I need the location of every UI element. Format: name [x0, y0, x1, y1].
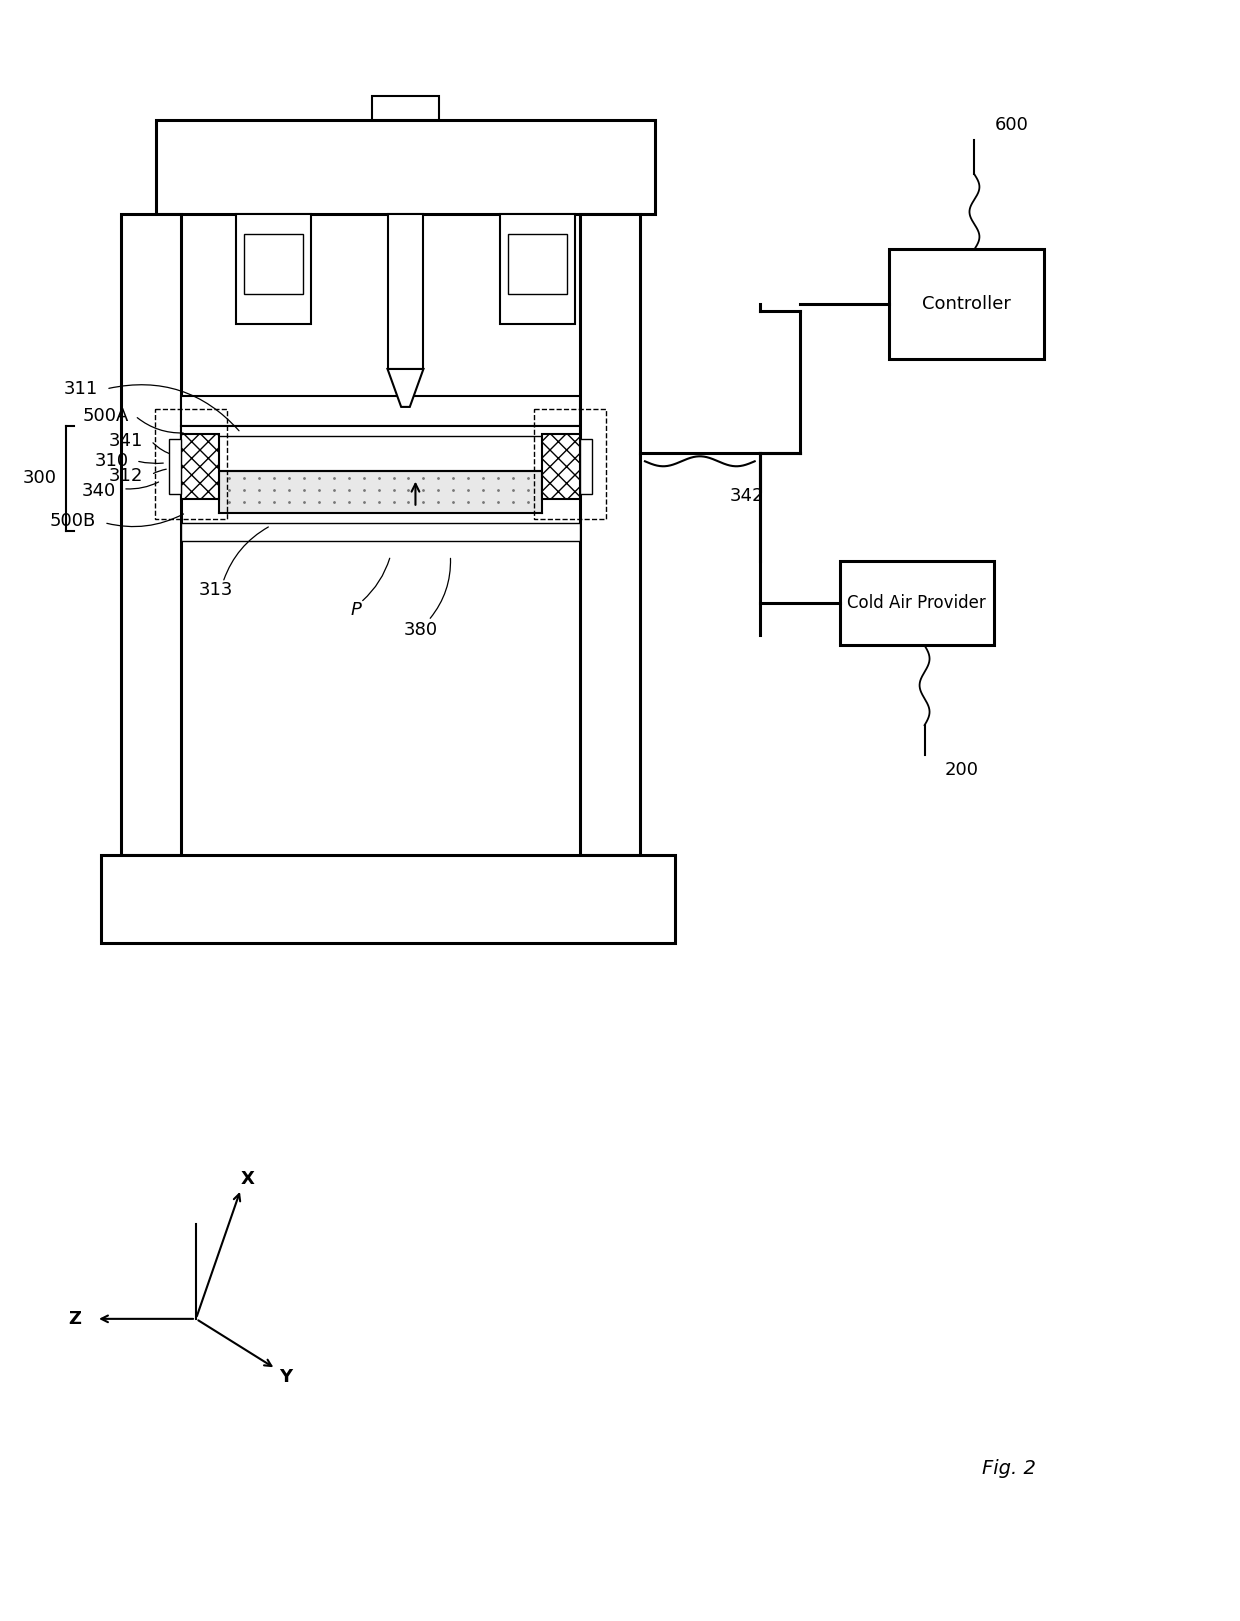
Bar: [534, 408, 606, 519]
Text: 310: 310: [95, 452, 129, 470]
Text: 600: 600: [994, 115, 1028, 133]
Text: Y: Y: [279, 1368, 293, 1386]
Text: 340: 340: [82, 481, 117, 499]
Text: 200: 200: [945, 762, 978, 780]
Bar: [889, 250, 1044, 358]
Bar: [236, 214, 311, 324]
Bar: [500, 214, 575, 324]
Bar: [169, 439, 181, 494]
Text: Z: Z: [68, 1310, 81, 1328]
Bar: [156, 120, 655, 214]
Text: 311: 311: [64, 379, 98, 397]
Bar: [181, 426, 580, 470]
Bar: [372, 96, 439, 120]
Bar: [155, 408, 227, 519]
Text: 341: 341: [109, 431, 143, 451]
Bar: [244, 235, 303, 293]
Bar: [542, 434, 580, 499]
Bar: [102, 854, 675, 943]
Bar: [181, 434, 219, 499]
Bar: [219, 470, 542, 512]
Text: Controller: Controller: [923, 295, 1011, 313]
Text: P: P: [350, 601, 361, 619]
Text: 300: 300: [22, 468, 56, 488]
Bar: [580, 214, 640, 854]
Text: 342: 342: [730, 486, 764, 504]
Bar: [388, 214, 423, 370]
Bar: [839, 561, 994, 645]
Bar: [580, 439, 591, 494]
Bar: [122, 214, 181, 854]
Text: X: X: [241, 1170, 254, 1188]
Text: 500A: 500A: [83, 407, 129, 425]
Text: 380: 380: [403, 621, 438, 639]
Bar: [181, 522, 580, 541]
Polygon shape: [388, 370, 423, 407]
Text: Fig. 2: Fig. 2: [982, 1459, 1037, 1478]
Text: 500B: 500B: [50, 512, 97, 530]
Text: Cold Air Provider: Cold Air Provider: [847, 593, 986, 613]
Text: 313: 313: [198, 582, 233, 600]
Bar: [508, 235, 567, 293]
Text: 312: 312: [109, 467, 143, 485]
Bar: [181, 396, 580, 426]
